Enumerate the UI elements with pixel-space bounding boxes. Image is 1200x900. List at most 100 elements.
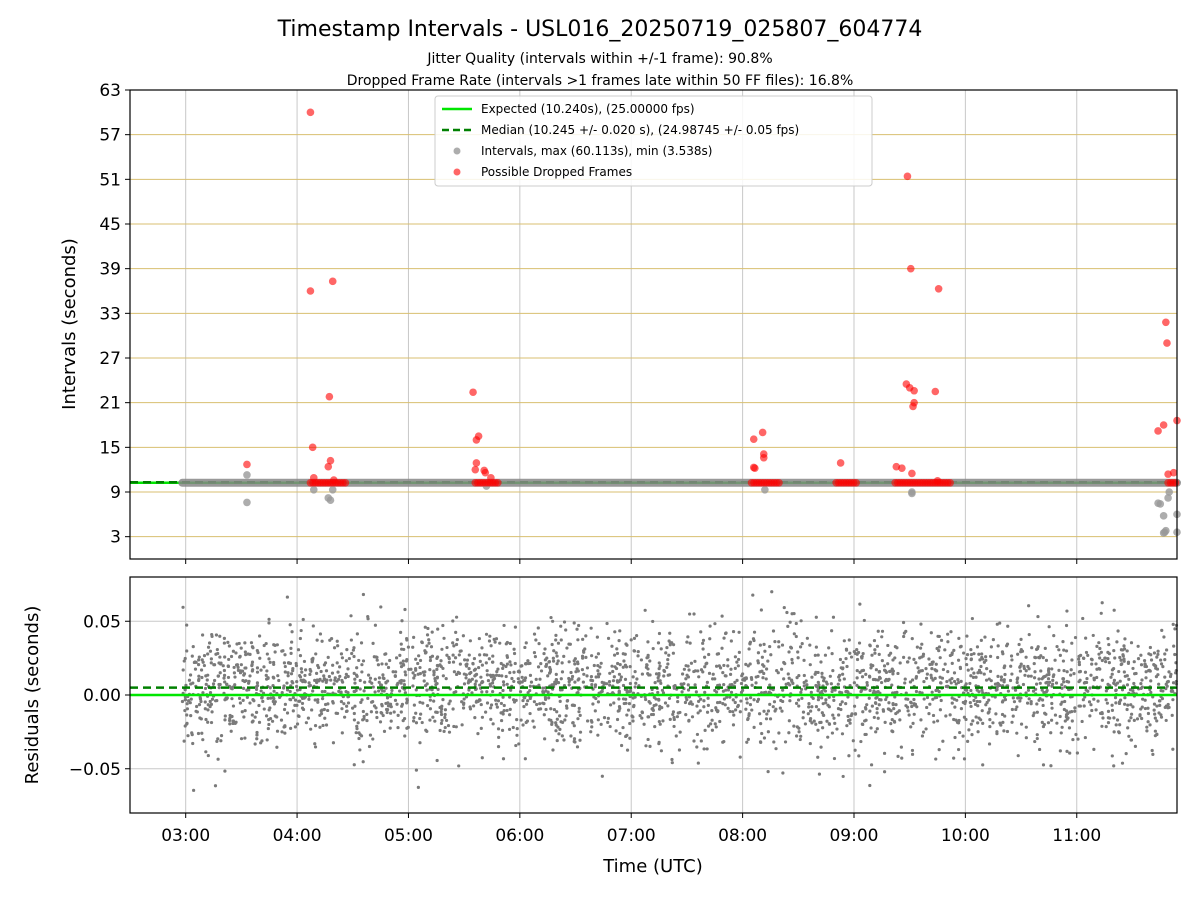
residual-point [651,646,655,651]
residual-point [515,727,519,731]
interval-point [324,494,333,502]
residual-point [964,717,968,722]
residual-point [418,716,422,721]
residual-point [1122,644,1126,648]
residual-point [977,652,981,656]
chart-title: Timestamp Intervals - USL016_20250719_02… [277,17,923,42]
residual-point [731,698,735,702]
residual-point [424,650,428,654]
residual-point [750,677,754,681]
residual-point [350,651,354,656]
residual-point [935,688,939,692]
residual-point [927,657,931,661]
residual-point [766,730,770,734]
residual-point [197,655,201,659]
residual-point [736,664,740,668]
residuals-reference-lines [130,686,1177,697]
residual-point [922,679,926,684]
residual-point [563,718,567,722]
residual-point [729,667,733,671]
residual-point [988,707,992,711]
residual-point [801,710,806,714]
residual-point [668,717,672,721]
residual-point [592,663,596,668]
residual-point [204,682,208,686]
residual-point [318,632,323,636]
residual-point [257,634,262,638]
residual-point [1084,680,1089,685]
residual-point [625,733,629,737]
residual-point [882,751,887,755]
residual-point [206,720,210,724]
residual-point [290,630,294,634]
residual-point [1101,716,1105,720]
residual-point [909,725,913,729]
residual-point [819,660,823,664]
residual-point [640,716,644,720]
residual-point [496,667,500,671]
residual-point [1100,601,1104,605]
residual-point [1086,689,1090,693]
residual-point [502,683,506,687]
residual-point [1118,679,1122,683]
residual-point [944,714,948,718]
residual-point [689,661,694,665]
residual-point [494,698,498,702]
residual-point [459,649,463,653]
residual-point [956,680,961,685]
residual-point [1077,654,1081,658]
residual-point [1110,708,1115,712]
residual-point [393,674,397,679]
residual-point [222,636,226,640]
residual-point [599,661,603,665]
residual-point [1070,719,1074,723]
residual-point [295,688,300,692]
residual-point [1097,652,1101,656]
residual-point [615,651,620,656]
residual-point [1088,686,1092,690]
residual-point [223,680,227,684]
residual-point [238,655,242,659]
residual-point [640,672,645,676]
residual-point [391,670,395,674]
intervals-y-tick-label: 51 [99,170,121,190]
residual-point [332,646,337,650]
residual-point [377,680,381,684]
residual-point [697,675,701,679]
residual-point [736,657,741,662]
residual-point [399,661,403,665]
residual-point [1143,706,1147,711]
residual-point [1126,703,1130,707]
residual-point [1112,666,1116,671]
residual-point [543,695,547,700]
residual-point [209,720,214,725]
residual-point [868,709,872,713]
residual-point [185,623,189,627]
dropped-frame-point [1159,421,1168,429]
residual-point [970,616,974,621]
residual-point [400,619,404,623]
residual-point [557,732,561,736]
residual-point [543,737,547,741]
residual-point [594,696,598,701]
residual-point [425,644,429,648]
residual-point [320,708,324,712]
residual-point [788,620,792,624]
residual-point [872,638,877,643]
residual-point [326,655,330,659]
residual-point [589,675,594,679]
residual-point [277,678,281,683]
residual-point [816,680,820,685]
residual-point [969,657,973,661]
residual-point [576,717,580,721]
residual-point [1024,655,1028,659]
residual-point [471,662,475,666]
residual-point [724,688,728,692]
residual-point [1063,719,1067,723]
residual-point [495,670,499,674]
residual-point [479,702,483,707]
residual-point [665,645,669,650]
residual-point [233,675,237,679]
residual-point [788,683,792,687]
residual-point [1158,703,1162,707]
